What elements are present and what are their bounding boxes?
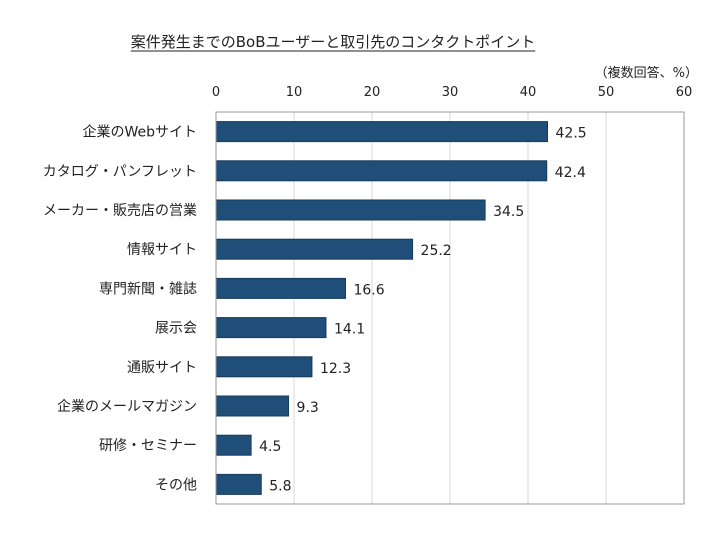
value-label: 16.6 — [353, 282, 384, 298]
bar-group: 企業のメールマガジン 9.3 — [57, 395, 319, 417]
bar-group: その他 5.8 — [155, 473, 292, 495]
value-label: 42.4 — [555, 165, 586, 181]
value-label: 34.5 — [493, 204, 524, 220]
bar — [215, 473, 262, 495]
category-label: 情報サイト — [127, 242, 197, 258]
value-label: 5.8 — [269, 478, 291, 494]
bar-group: 研修・セミナー 4.5 — [99, 434, 281, 456]
unit-note: （複数回答、%） — [595, 65, 698, 81]
x-tick-label: 0 — [212, 85, 220, 100]
category-label: カタログ・パンフレット — [43, 164, 197, 180]
bar-group: 情報サイト 25.2 — [127, 238, 452, 260]
x-tick-label: 10 — [286, 85, 303, 100]
bars: 企業のWebサイト 42.5 カタログ・パンフレット 42.4 メーカー・販売店の営業 3… — [43, 121, 587, 495]
bar — [215, 160, 548, 182]
x-axis-ticks: 0 10 20 30 40 50 60 — [212, 85, 692, 100]
category-label: メーカー・販売店の営業 — [43, 203, 197, 219]
chart-title: 案件発生までのBoBユーザーと取引先のコンタクトポイント — [131, 33, 535, 51]
category-label: 研修・セミナー — [99, 438, 197, 454]
bar — [215, 317, 327, 339]
x-tick-label: 50 — [598, 85, 615, 100]
bar — [215, 395, 290, 417]
x-tick-label: 40 — [520, 85, 537, 100]
value-label: 42.5 — [556, 126, 587, 142]
x-tick-label: 60 — [676, 85, 693, 100]
bar — [215, 121, 548, 143]
bar-group: 通販サイト 12.3 — [127, 356, 351, 378]
value-label: 14.1 — [334, 322, 365, 338]
bar-group: 専門新聞・雑誌 16.6 — [99, 277, 385, 299]
category-label: 通販サイト — [127, 360, 197, 376]
x-tick-label: 20 — [364, 85, 381, 100]
bar-group: 企業のWebサイト 42.5 — [82, 121, 587, 143]
bar-group: メーカー・販売店の営業 34.5 — [43, 199, 524, 221]
value-label: 12.3 — [320, 361, 351, 377]
category-label: 専門新聞・雑誌 — [99, 281, 197, 297]
x-tick-label: 30 — [442, 85, 459, 100]
category-label: 展示会 — [155, 321, 197, 337]
category-label: その他 — [155, 477, 197, 493]
bar — [215, 356, 313, 378]
category-label: 企業のWebサイト — [82, 124, 197, 141]
bar — [215, 434, 252, 456]
category-label: 企業のメールマガジン — [57, 398, 197, 415]
bar — [215, 199, 486, 221]
value-label: 25.2 — [421, 243, 452, 259]
bar-group: 展示会 14.1 — [155, 317, 365, 339]
bar-group: カタログ・パンフレット 42.4 — [43, 160, 586, 182]
value-label: 9.3 — [297, 400, 319, 416]
value-label: 4.5 — [259, 439, 281, 455]
bar — [215, 238, 414, 260]
bar — [215, 277, 346, 299]
plot-area-border — [215, 111, 685, 505]
